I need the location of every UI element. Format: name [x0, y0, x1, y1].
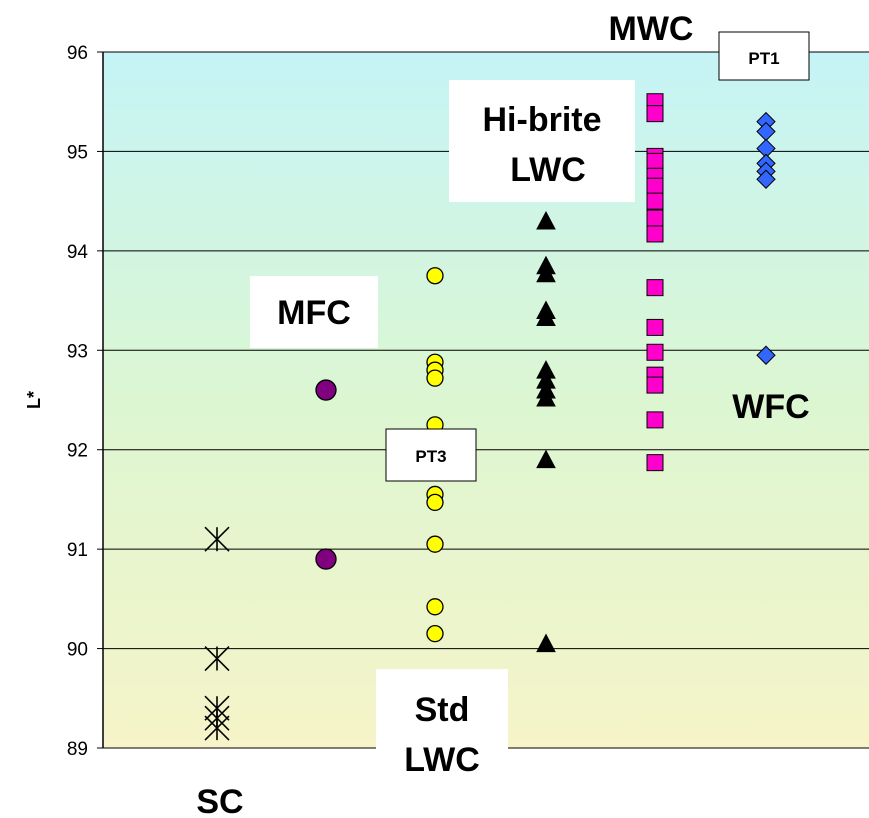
sc-label: SC — [196, 783, 243, 818]
point-mwc — [646, 376, 664, 394]
y-tick-label: 93 — [67, 341, 88, 362]
point-mfc — [315, 379, 337, 401]
mfc-label: MFC — [277, 294, 351, 332]
gridlines — [103, 51, 869, 749]
wfc-label: WFC — [732, 388, 809, 426]
pt1-label: PT1 — [748, 49, 779, 68]
point-std-lwc — [426, 267, 444, 285]
point-mwc — [646, 343, 664, 361]
y-tick-label: 94 — [67, 242, 89, 263]
point-hi-brite-lwc — [536, 307, 556, 326]
data-marks — [204, 93, 776, 741]
std-lwc-label-line1: Std — [415, 691, 470, 729]
point-hi-brite-lwc — [536, 263, 556, 283]
std-lwc-label-line2: LWC — [404, 741, 480, 779]
y-tick-label: 90 — [67, 640, 88, 661]
point-hi-brite-lwc — [536, 633, 556, 653]
point-mwc — [646, 152, 664, 170]
std-lwc-label-bg — [376, 669, 508, 791]
point-sc — [204, 645, 230, 672]
point-mfc — [315, 548, 337, 570]
y-tick-label: 89 — [67, 739, 88, 760]
point-hi-brite-lwc — [536, 387, 556, 407]
mfc-label-bg — [250, 276, 378, 348]
y-axis-ticks: 89 90 91 92 93 94 95 96 — [67, 43, 103, 760]
point-wfc — [756, 169, 776, 189]
point-mwc — [646, 225, 664, 243]
mwc-label: MWC — [609, 10, 694, 48]
hibrite-label-line2: LWC — [510, 151, 586, 189]
clipped-axis-text: S — [0, 469, 1, 482]
mwc-label-bg — [596, 4, 706, 50]
point-sc — [204, 715, 230, 741]
point-mwc — [646, 318, 664, 336]
point-mwc — [646, 177, 664, 195]
point-mwc — [646, 454, 664, 472]
y-tick-label: 91 — [67, 540, 88, 561]
pt3-box — [385, 428, 477, 482]
point-hi-brite-lwc — [536, 210, 556, 230]
hibrite-label-line1: Hi-brite — [483, 101, 602, 139]
point-hi-brite-lwc — [536, 449, 556, 469]
point-std-lwc — [426, 598, 444, 616]
pt3-label: PT3 — [415, 447, 446, 466]
point-mwc — [646, 105, 664, 123]
point-mwc — [646, 279, 664, 297]
point-sc — [204, 526, 230, 552]
point-mwc — [646, 411, 664, 429]
point-mwc — [646, 192, 664, 210]
y-tick-label: 96 — [67, 43, 88, 64]
y-tick-label: 95 — [67, 142, 88, 163]
point-mwc — [646, 209, 664, 227]
point-std-lwc — [426, 493, 444, 512]
point-wfc — [756, 345, 776, 365]
hibrite-label-bg — [449, 80, 635, 202]
y-axis-label: L* — [24, 391, 44, 409]
point-std-lwc — [426, 535, 444, 553]
pt1-box — [718, 31, 810, 81]
point-std-lwc — [426, 369, 444, 387]
point-std-lwc — [426, 625, 444, 643]
y-tick-label: 92 — [67, 441, 88, 462]
